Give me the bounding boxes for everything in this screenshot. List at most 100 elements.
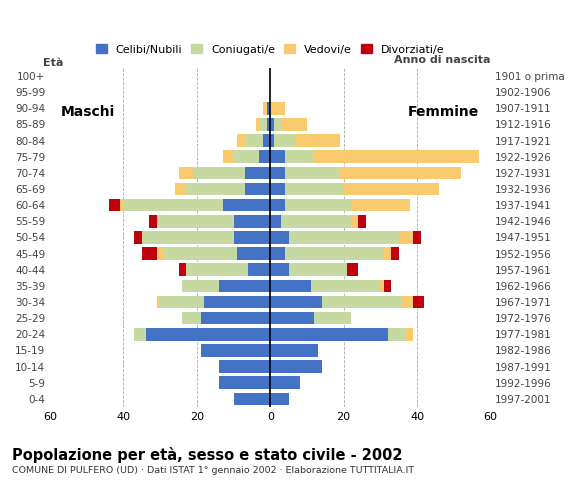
Bar <box>270 279 311 292</box>
Bar <box>347 264 358 276</box>
Bar <box>237 134 245 147</box>
Bar <box>248 264 270 276</box>
Bar <box>403 296 414 308</box>
Bar <box>281 215 351 228</box>
Text: Età: Età <box>43 58 63 68</box>
Bar <box>237 247 270 260</box>
Bar <box>270 215 281 228</box>
Legend: Celibi/Nubili, Coniugati/e, Vedovi/e, Divorziati/e: Celibi/Nubili, Coniugati/e, Vedovi/e, Di… <box>92 40 449 59</box>
Bar <box>358 215 365 228</box>
Bar <box>387 328 406 341</box>
Bar <box>263 102 267 115</box>
Bar <box>186 264 248 276</box>
Bar <box>175 183 186 195</box>
Bar <box>201 312 270 324</box>
Bar <box>157 215 234 228</box>
Bar <box>289 264 347 276</box>
Bar <box>314 150 480 163</box>
Bar <box>259 118 267 131</box>
Text: COMUNE DI PULFERO (UD) · Dati ISTAT 1° gennaio 2002 · Elaborazione TUTTITALIA.IT: COMUNE DI PULFERO (UD) · Dati ISTAT 1° g… <box>12 466 414 475</box>
Bar <box>270 296 322 308</box>
Bar <box>245 167 270 179</box>
Bar <box>219 279 270 292</box>
Bar <box>398 231 414 244</box>
Bar <box>311 279 380 292</box>
Bar <box>245 134 263 147</box>
Bar <box>270 264 289 276</box>
Bar <box>164 247 237 260</box>
Bar <box>340 167 461 179</box>
Bar <box>274 118 281 131</box>
Bar <box>157 296 160 308</box>
Text: Femmine: Femmine <box>408 106 480 120</box>
Bar <box>120 199 124 212</box>
Bar <box>270 393 289 405</box>
Bar <box>135 231 142 244</box>
Bar <box>149 215 157 228</box>
Bar <box>392 247 398 260</box>
Bar <box>263 134 270 147</box>
Bar <box>157 247 164 260</box>
Bar <box>270 360 322 373</box>
Bar <box>234 231 270 244</box>
Bar <box>182 279 219 292</box>
Bar <box>223 199 270 212</box>
Bar <box>223 150 234 163</box>
Bar <box>270 247 285 260</box>
Bar <box>351 215 358 228</box>
Bar <box>267 118 270 131</box>
Bar <box>285 199 351 212</box>
Bar <box>245 183 270 195</box>
Bar <box>186 183 245 195</box>
Bar <box>270 376 300 389</box>
Bar <box>285 183 343 195</box>
Bar <box>270 231 289 244</box>
Bar <box>160 296 204 308</box>
Bar <box>135 328 146 341</box>
Bar <box>384 247 392 260</box>
Bar <box>270 102 285 115</box>
Bar <box>256 118 259 131</box>
Bar <box>270 118 274 131</box>
Bar <box>259 150 270 163</box>
Bar <box>285 150 314 163</box>
Bar <box>314 312 351 324</box>
Bar <box>270 328 387 341</box>
Bar <box>179 264 186 276</box>
Bar <box>182 312 201 324</box>
Text: Maschi: Maschi <box>61 106 115 120</box>
Bar <box>219 360 270 373</box>
Bar <box>124 199 223 212</box>
Bar <box>414 231 420 244</box>
Bar <box>142 231 234 244</box>
Bar <box>270 312 314 324</box>
Bar <box>406 328 414 341</box>
Text: Anno di nascita: Anno di nascita <box>394 55 490 65</box>
Bar <box>285 167 340 179</box>
Bar <box>289 231 398 244</box>
Bar <box>296 134 340 147</box>
Bar <box>270 344 318 357</box>
Bar <box>270 134 274 147</box>
Bar <box>414 296 425 308</box>
Bar <box>109 199 120 212</box>
Bar <box>146 328 270 341</box>
Bar <box>270 199 285 212</box>
Bar <box>267 102 270 115</box>
Bar <box>322 296 403 308</box>
Bar <box>142 247 157 260</box>
Bar <box>219 376 270 389</box>
Bar <box>234 393 270 405</box>
Bar <box>179 167 193 179</box>
Bar <box>285 247 384 260</box>
Bar <box>270 150 285 163</box>
Bar <box>343 183 439 195</box>
Bar <box>201 344 270 357</box>
Bar <box>234 215 270 228</box>
Bar <box>193 167 245 179</box>
Bar <box>270 183 285 195</box>
Bar <box>270 167 285 179</box>
Text: Popolazione per età, sesso e stato civile - 2002: Popolazione per età, sesso e stato civil… <box>12 447 402 463</box>
Bar <box>204 296 270 308</box>
Bar <box>234 150 259 163</box>
